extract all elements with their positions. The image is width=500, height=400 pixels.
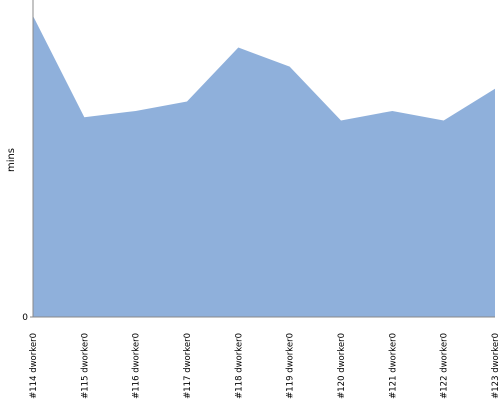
x-tick-label: #118 dworker0 xyxy=(234,333,244,399)
x-tick-label: #114 dworker0 xyxy=(29,333,39,399)
x-tick-label: #116 dworker0 xyxy=(132,333,142,399)
x-tick-label: #115 dworker0 xyxy=(80,333,90,399)
y-axis-label: mins xyxy=(6,148,17,172)
x-tick-label: #119 dworker0 xyxy=(286,333,296,399)
x-tick-label: #121 dworker0 xyxy=(388,333,398,399)
x-tick-label: #120 dworker0 xyxy=(337,333,347,399)
x-tick-label: #123 dworker0 xyxy=(491,333,500,399)
x-tick-label: #117 dworker0 xyxy=(183,333,193,399)
x-tick-label: #122 dworker0 xyxy=(440,333,450,399)
y-tick-label: 0 xyxy=(22,313,28,323)
area xyxy=(33,15,495,317)
